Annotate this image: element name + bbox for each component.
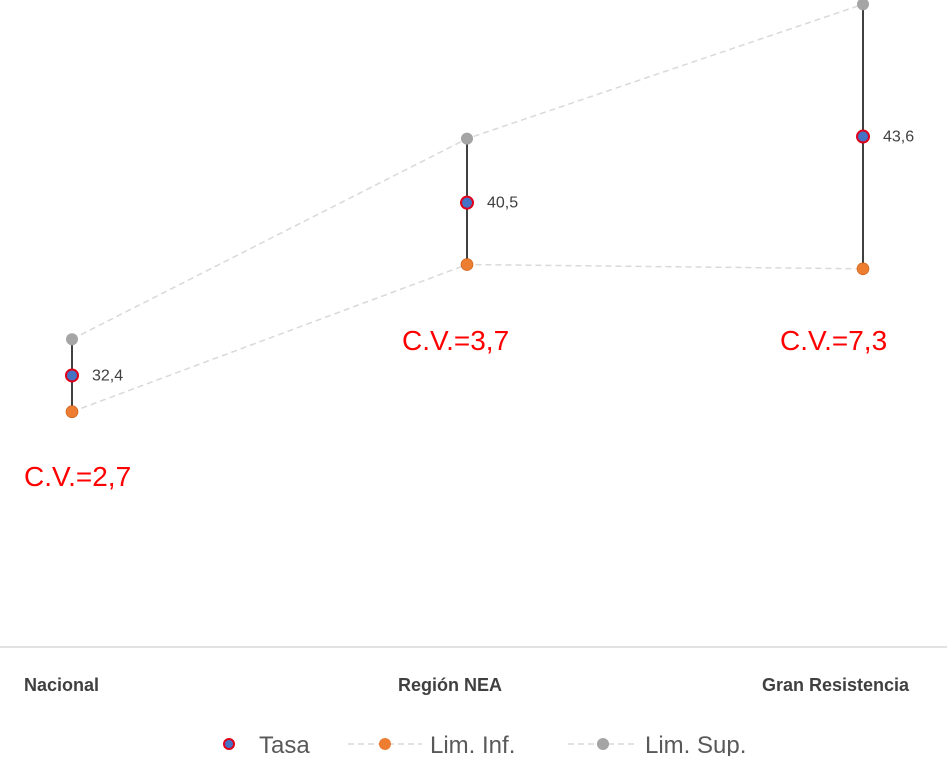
cv-label: C.V.=7,3: [780, 325, 887, 356]
legend: Tasa Lim. Inf. Lim. Sup.: [223, 732, 746, 759]
tasa-point: [460, 195, 474, 210]
lim-sup-point: [461, 132, 473, 145]
data-points: [65, 0, 870, 419]
x-tick-label: Región NEA: [398, 675, 502, 695]
legend-lim-inf-label: Lim. Inf.: [430, 732, 515, 756]
tasa-point: [856, 129, 870, 144]
lim-inf-point: [856, 262, 870, 276]
lim-sup-point: [66, 333, 78, 346]
lim-inf-point: [65, 405, 79, 419]
legend-tasa-marker: [223, 738, 235, 750]
data-labels: 32,4 40,5 43,6: [92, 129, 914, 385]
legend-lim-inf-marker: [379, 738, 391, 750]
legend-tasa-label: Tasa: [259, 732, 310, 756]
cv-label: C.V.=2,7: [24, 461, 131, 492]
lim-inf-point: [460, 258, 474, 271]
cv-label: C.V.=3,7: [402, 325, 509, 356]
legend-lim-sup-marker: [597, 738, 609, 750]
cv-labels: C.V.=2,7 C.V.=3,7 C.V.=7,3: [24, 325, 887, 492]
legend-lim-sup-label: Lim. Sup.: [645, 732, 746, 756]
x-tick-label: Gran Resistencia: [762, 675, 910, 695]
tasa-point: [65, 368, 79, 383]
tasa-data-label: 40,5: [487, 195, 518, 212]
tasa-data-label: 32,4: [92, 367, 123, 384]
tasa-data-label: 43,6: [883, 129, 914, 146]
x-tick-label: Nacional: [24, 675, 99, 695]
x-axis: Nacional Región NEA Gran Resistencia: [0, 646, 947, 695]
lim-sup-point: [857, 0, 869, 11]
